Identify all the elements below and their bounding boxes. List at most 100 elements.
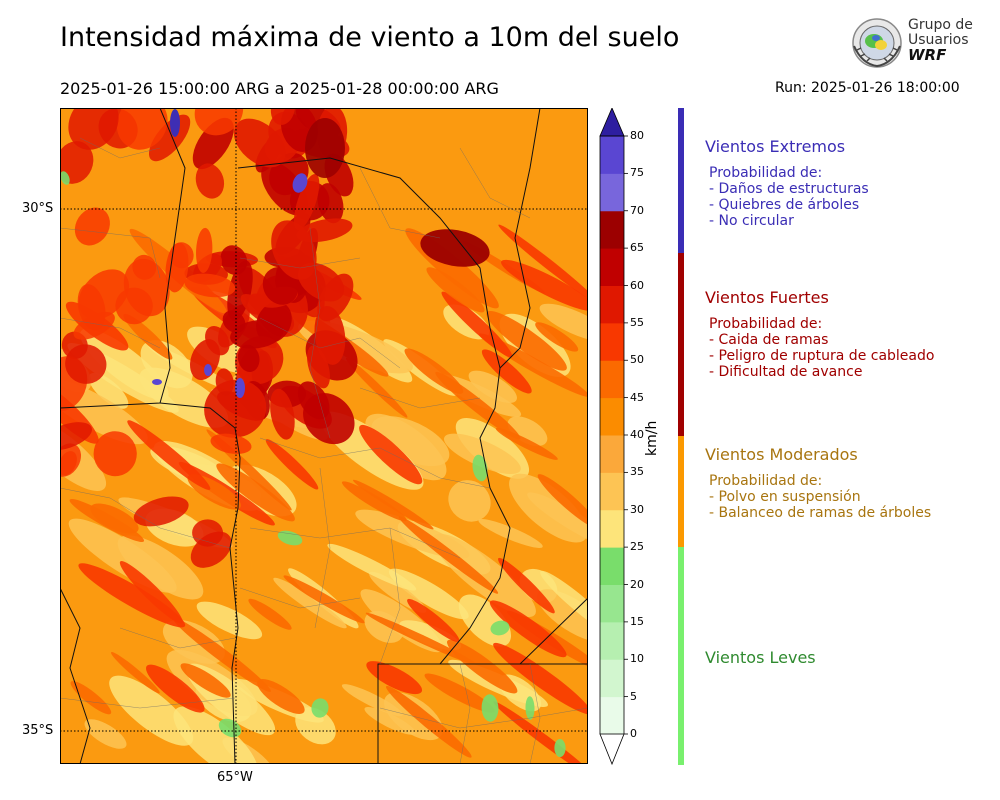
wind-contour xyxy=(115,287,153,325)
colorbar-segment xyxy=(600,547,624,585)
wind-contour xyxy=(525,696,535,720)
wind-contour xyxy=(190,531,232,568)
wind-contour xyxy=(311,698,329,718)
logo-text: Grupo de Usuarios WRF xyxy=(908,18,973,63)
wind-contour xyxy=(353,479,434,530)
wind-contour xyxy=(537,589,588,642)
wind-contour xyxy=(478,519,543,548)
wind-contour xyxy=(481,349,532,394)
colorbar-tick-label: 30 xyxy=(630,502,644,516)
logo-line-3: WRF xyxy=(908,46,947,64)
forecast-period: 2025-01-26 15:00:00 ARG a 2025-01-28 00:… xyxy=(60,79,499,98)
colorbar xyxy=(599,108,628,766)
model-run-time: Run: 2025-01-26 18:00:00 xyxy=(775,80,960,96)
colorbar-tick-label: 5 xyxy=(630,689,637,703)
legend-strong-line: Probabilidad de: xyxy=(709,316,823,332)
colorbar-extension-low xyxy=(599,733,625,766)
legend-extreme-line: - No circular xyxy=(709,213,794,229)
wind-contour xyxy=(132,254,157,280)
graticule xyxy=(60,108,588,764)
colorbar-tick-label: 55 xyxy=(630,315,644,329)
legend-moderate-title: Vientos Moderados xyxy=(705,445,858,464)
department-borders xyxy=(60,137,588,764)
legend-moderate-line: - Balanceo de ramas de árboles xyxy=(709,505,932,521)
colorbar-tick-label: 40 xyxy=(630,428,644,441)
wind-contour xyxy=(74,207,110,246)
colorbar-segment xyxy=(600,472,624,511)
wind-contour xyxy=(148,114,191,162)
colorbar-tick-label: 15 xyxy=(630,614,644,628)
wind-contour xyxy=(204,379,267,438)
wind-contour xyxy=(133,496,189,527)
wind-contour xyxy=(190,339,220,381)
wind-contour xyxy=(398,516,499,594)
legend-light-winds: Vientos Leves xyxy=(705,650,816,676)
colorbar-tick-label: 45 xyxy=(630,390,644,404)
wind-contour xyxy=(65,344,107,384)
wind-contour xyxy=(509,473,588,543)
lat-tick-30s: 30°S xyxy=(22,201,54,216)
colorbar-tick-label: 60 xyxy=(630,278,644,292)
wind-contour xyxy=(501,259,588,311)
wind-contour xyxy=(498,557,555,614)
wind-contour xyxy=(441,291,513,358)
wind-contour xyxy=(172,617,271,692)
legend-light-title: Vientos Leves xyxy=(705,648,816,667)
legend-bar-strong xyxy=(678,253,684,436)
wind-contour xyxy=(426,267,485,313)
wind-contour xyxy=(109,675,194,746)
colorbar-segment xyxy=(600,248,624,286)
wind-contour xyxy=(123,313,173,360)
colorbar-extension-high xyxy=(599,108,625,137)
wind-contour xyxy=(93,431,137,477)
colorbar-unit: km/h xyxy=(644,420,660,456)
colorbar-segment xyxy=(600,659,624,698)
logo-line-1: Grupo de xyxy=(908,17,973,33)
wind-contour xyxy=(359,424,423,485)
wind-contour xyxy=(305,118,345,178)
colorbar-segment xyxy=(600,285,624,324)
colorbar-tick-label: 70 xyxy=(630,203,644,217)
wind-contour xyxy=(248,598,292,630)
wind-contour xyxy=(365,612,476,665)
colorbar-segment xyxy=(600,696,624,735)
wind-contour xyxy=(447,639,518,694)
legend-extreme-winds: Vientos Extremos Probabilidad de: - Daño… xyxy=(705,139,869,230)
wind-contour xyxy=(265,439,319,490)
wind-contour xyxy=(490,620,510,636)
wind-contour xyxy=(345,357,408,418)
colorbar-tick-label: 25 xyxy=(630,540,644,554)
wind-contour xyxy=(196,601,263,640)
wind-contour xyxy=(165,242,189,293)
colorbar-tick-label: 10 xyxy=(630,652,644,666)
wind-contour xyxy=(184,273,236,298)
legend-extreme-line: - Quiebres de árboles xyxy=(709,197,860,213)
map-frame xyxy=(60,108,588,764)
wind-contour xyxy=(472,454,488,482)
colorbar-segment xyxy=(600,509,624,548)
wind-contour xyxy=(222,310,246,333)
wind-contour xyxy=(146,664,205,713)
wind-speed-map xyxy=(60,108,588,764)
wind-contour xyxy=(152,379,162,385)
wind-contour xyxy=(220,245,248,275)
wind-contour xyxy=(218,718,242,738)
legend-strong-title: Vientos Fuertes xyxy=(705,288,829,307)
wind-contour xyxy=(90,503,139,534)
colorbar-tick-label: 75 xyxy=(630,166,644,180)
wind-contour xyxy=(195,163,225,199)
wind-contour xyxy=(540,570,588,637)
wind-contour xyxy=(498,224,588,304)
wind-contour xyxy=(78,563,186,628)
legend-strong-line: - Peligro de ruptura de cableado xyxy=(709,348,935,364)
wind-contour xyxy=(341,481,407,522)
wind-contour xyxy=(507,416,548,447)
wind-contour xyxy=(84,719,127,749)
globe-icon xyxy=(852,18,902,68)
colorbar-segment xyxy=(600,584,624,623)
wind-contour xyxy=(116,108,168,150)
wind-contour xyxy=(237,344,260,372)
wind-contour xyxy=(180,663,231,698)
wind-contour xyxy=(194,108,244,136)
legend-moderate-line: Probabilidad de: xyxy=(709,473,823,489)
